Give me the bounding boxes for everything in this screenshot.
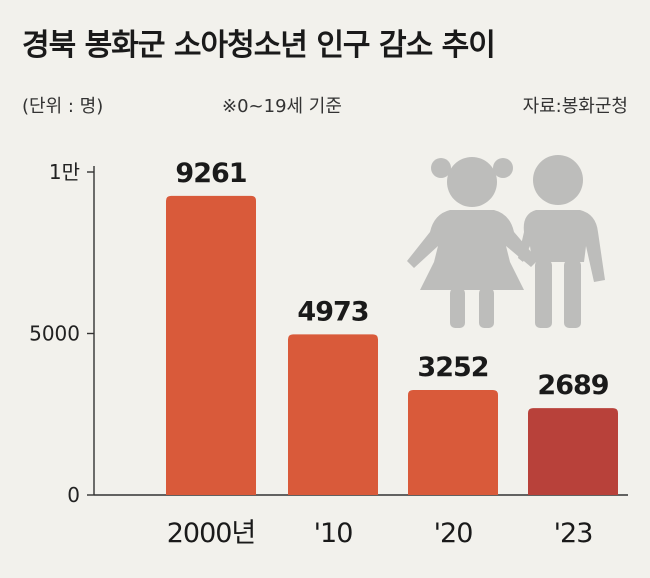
- bar: [408, 389, 498, 495]
- bar-value-label: 2689: [537, 370, 608, 401]
- y-tick-label: 1만: [49, 160, 80, 184]
- girl-pigtail-icon: [431, 158, 451, 178]
- x-category-label: '10: [314, 518, 353, 549]
- boy-leg-icon: [535, 260, 552, 328]
- boy-leg-icon: [564, 260, 581, 328]
- bar: [166, 195, 256, 496]
- x-category-label: 2000년: [167, 518, 256, 549]
- chart-title: 경북 봉화군 소아청소년 인구 감소 추이: [22, 28, 496, 63]
- source-label: 자료:봉화군청: [522, 96, 628, 117]
- girl-body-icon: [407, 210, 538, 290]
- girl-leg-icon: [450, 288, 465, 328]
- bar: [288, 334, 378, 495]
- girl-head-icon: [447, 157, 497, 207]
- boy-head-icon: [533, 155, 583, 205]
- bars: 9261 2000년 4973 '10 3252 '20 2689 '23: [166, 158, 618, 549]
- x-category-label: '23: [554, 518, 593, 549]
- bar-value-label: 3252: [417, 352, 488, 383]
- girl-leg-icon: [479, 288, 494, 328]
- x-category-label: '20: [434, 518, 473, 549]
- boy-body-icon: [518, 210, 605, 282]
- unit-label: (단위 : 명): [22, 96, 104, 117]
- y-tick-label: 5000: [29, 322, 80, 346]
- bar-value-label: 4973: [297, 296, 368, 327]
- bar-value-label: 9261: [175, 158, 246, 189]
- girl-pigtail-icon: [493, 158, 513, 178]
- y-tick-label: 0: [67, 483, 80, 507]
- bar: [528, 408, 618, 495]
- children-icon: [407, 155, 605, 328]
- criteria-note: ※0~19세 기준: [222, 96, 342, 117]
